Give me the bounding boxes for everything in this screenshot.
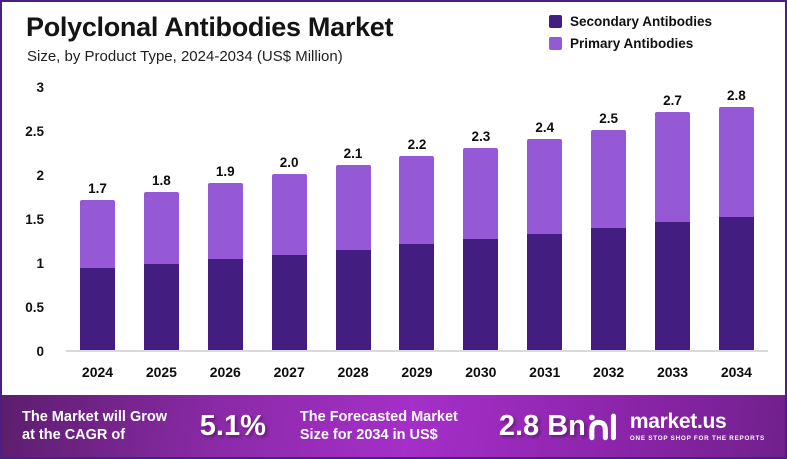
- bar-column-2034: 2.8 2034: [705, 88, 768, 380]
- y-tick-label: 0.5: [25, 300, 44, 315]
- x-axis-label: 2034: [720, 364, 752, 380]
- bar-column-2027: 2.0 2027: [258, 88, 321, 380]
- forecast-value: 2.8 Bn: [498, 409, 586, 442]
- legend-label: Primary Antibodies: [570, 36, 694, 51]
- bar-total-label: 2.2: [407, 137, 427, 153]
- logo-tagline: ONE STOP SHOP FOR THE REPORTS: [629, 434, 765, 442]
- bar-column-2033: 2.7 2033: [641, 88, 704, 380]
- bar-column-2028: 2.1 2028: [322, 88, 385, 380]
- bar-segment-primary-antibodies: [143, 191, 179, 264]
- bar-segment-primary-antibodies: [207, 182, 243, 260]
- bar-segment-secondary-antibodies: [271, 254, 307, 350]
- y-tick-label: 2: [36, 168, 44, 183]
- bar-segment-secondary-antibodies: [143, 263, 179, 350]
- market-us-logo-icon: [588, 413, 616, 441]
- bar-segment-primary-antibodies: [718, 107, 754, 218]
- x-axis-label: 2024: [81, 364, 114, 380]
- legend: Secondary Antibodies Primary Antibodies: [549, 14, 712, 51]
- chart-title: Polyclonal Antibodies Market: [26, 12, 394, 42]
- bar-total-label: 1.7: [88, 181, 107, 197]
- bar-segment-primary-antibodies: [527, 138, 563, 234]
- x-axis-label: 2033: [656, 364, 689, 380]
- x-axis-label: 2028: [337, 364, 369, 380]
- bar-segment-secondary-antibodies: [591, 227, 627, 350]
- y-axis: 0 0.5 1 1.5 2 2.5 3: [2, 80, 48, 359]
- bar-segment-secondary-antibodies: [207, 259, 243, 350]
- bar-segment-secondary-antibodies: [718, 217, 754, 350]
- bar-segment-secondary-antibodies: [399, 244, 435, 350]
- bar-segment-secondary-antibodies: [527, 233, 563, 350]
- y-tick-label: 3: [36, 80, 44, 95]
- secondary-antibodies-swatch: [549, 15, 562, 28]
- legend-label: Secondary Antibodies: [570, 14, 713, 29]
- bar-segment-primary-antibodies: [399, 156, 435, 245]
- bar-segment-primary-antibodies: [271, 174, 307, 255]
- bar-total-label: 2.0: [279, 155, 299, 171]
- bar-segment-primary-antibodies: [335, 165, 371, 250]
- bar-total-label: 2.8: [727, 88, 746, 103]
- x-axis-label: 2026: [209, 364, 241, 380]
- y-tick-label: 2.5: [25, 124, 44, 139]
- legend-item-secondary: Secondary Antibodies: [549, 14, 712, 29]
- bar-segment-primary-antibodies: [591, 130, 627, 228]
- x-axis-label: 2031: [529, 364, 561, 380]
- bar-column-2031: 2.4 2031: [513, 88, 576, 380]
- bar-total-label: 2.7: [663, 93, 682, 109]
- bar-total-label: 2.5: [599, 111, 619, 127]
- x-axis-label: 2029: [401, 364, 433, 380]
- cagr-value: 5.1%: [199, 409, 266, 442]
- bar-segment-primary-antibodies: [655, 112, 691, 222]
- bar-segment-primary-antibodies: [463, 147, 499, 240]
- footer-banner: The Market will Grow at the CAGR of 5.1%…: [2, 395, 785, 457]
- x-axis-label: 2030: [465, 364, 497, 380]
- bar-segment-primary-antibodies: [80, 200, 115, 269]
- bar-segment-secondary-antibodies: [463, 239, 499, 350]
- legend-item-primary: Primary Antibodies: [549, 36, 712, 51]
- x-axis-label: 2027: [273, 364, 305, 380]
- plot-area: 1.7 2024 1.8 2025 1.9 2026 2.0 2027 2.1 2028 2.2 20…: [66, 88, 768, 380]
- bar-column-2029: 2.2 2029: [385, 88, 448, 380]
- y-tick-label: 0: [36, 344, 44, 359]
- chart-area: Polyclonal Antibodies Market Size, by Pr…: [2, 2, 785, 397]
- y-tick-label: 1: [36, 256, 44, 271]
- bar-segment-secondary-antibodies: [335, 249, 371, 350]
- x-axis-label: 2025: [145, 364, 177, 380]
- bar-segment-secondary-antibodies: [80, 268, 115, 350]
- logo-text-wrap: market.us ONE STOP SHOP FOR THE REPORTS: [630, 411, 765, 442]
- bar-total-label: 2.4: [535, 119, 555, 135]
- bar-total-label: 2.1: [343, 146, 363, 162]
- bar-total-label: 2.3: [471, 128, 491, 144]
- bar-column-2025: 1.8 2025: [130, 88, 193, 380]
- chart-subtitle: Size, by Product Type, 2024-2034 (US$ Mi…: [27, 48, 343, 65]
- bar-segment-secondary-antibodies: [655, 221, 691, 350]
- logo-text: market.us: [629, 409, 727, 433]
- bar-total-label: 1.8: [152, 172, 171, 188]
- forecast-label: The Forecasted Market Size for 2034 in U…: [299, 408, 458, 443]
- bar-column-2032: 2.5 2032: [577, 88, 640, 380]
- cagr-label: The Market will Grow at the CAGR of: [22, 408, 168, 443]
- market-us-logo: market.us ONE STOP SHOP FOR THE REPORTS: [586, 410, 765, 442]
- bar-column-2030: 2.3 2030: [449, 88, 512, 380]
- primary-antibodies-swatch: [549, 37, 562, 50]
- bar-total-label: 1.9: [215, 163, 235, 179]
- x-axis-label: 2032: [593, 364, 625, 380]
- bar-column-2026: 1.9 2026: [194, 88, 257, 380]
- bar-column-2024: 1.7 2024: [66, 88, 129, 380]
- y-tick-label: 1.5: [25, 212, 44, 227]
